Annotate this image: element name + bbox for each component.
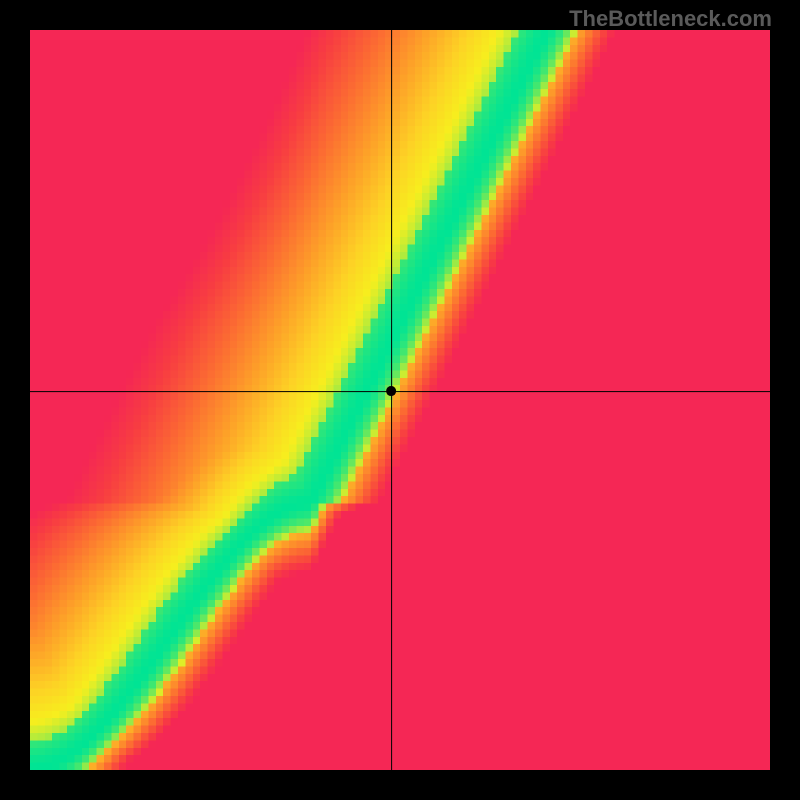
watermark-text: TheBottleneck.com — [569, 6, 772, 32]
heatmap-plot — [30, 30, 770, 770]
crosshair-overlay — [30, 30, 770, 770]
